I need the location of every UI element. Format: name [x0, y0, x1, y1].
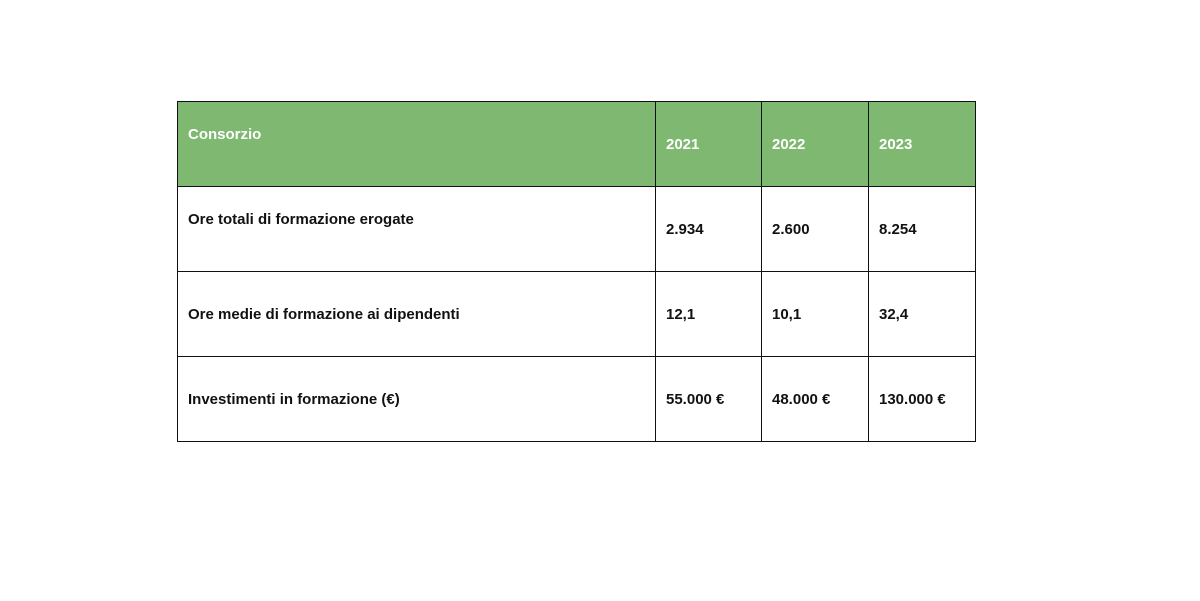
cell: 2021	[655, 101, 762, 187]
cell: 48.000 €	[761, 356, 869, 442]
cell: 10,1	[761, 271, 869, 357]
cell: 55.000 €	[655, 356, 762, 442]
table-row: Ore medie di formazione ai dipendenti 12,…	[177, 271, 976, 357]
row-label: Ore totali di formazione erogate	[177, 186, 656, 272]
data-table: Consorzio 2021 2022 2023 Ore totali di forma…	[177, 101, 976, 442]
cell: 12,1	[655, 271, 762, 357]
table-row: Ore totali di formazione erogate 2.934 2.6…	[177, 186, 976, 272]
table-row: Investimenti in formazione (€) 55.000 €48…	[177, 356, 976, 442]
row-label: Investimenti in formazione (€)	[177, 356, 656, 442]
header-row: Consorzio 2021 2022 2023	[177, 101, 976, 187]
row-label: Ore medie di formazione ai dipendenti	[177, 271, 656, 357]
cell: 130.000 €	[868, 356, 976, 442]
cell: 2022	[761, 101, 869, 187]
row-label: Consorzio	[177, 101, 656, 187]
cell: 32,4	[868, 271, 976, 357]
cell: 8.254	[868, 186, 976, 272]
cell: 2.600	[761, 186, 869, 272]
cell: 2.934	[655, 186, 762, 272]
cell: 2023	[868, 101, 976, 187]
